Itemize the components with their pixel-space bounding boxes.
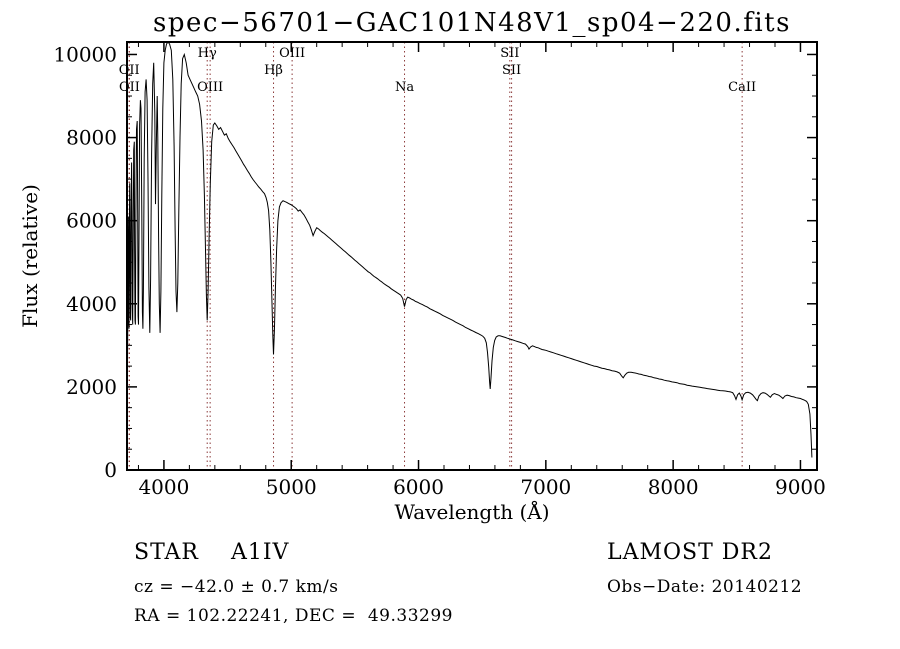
y-tick-label: 6000 <box>66 209 117 233</box>
x-tick-label: 6000 <box>393 475 444 499</box>
y-axis-label: Flux (relative) <box>18 184 42 328</box>
y-tick-label: 4000 <box>66 292 117 316</box>
survey-name-text: LAMOST DR2 <box>607 540 773 565</box>
plot-frame <box>126 41 818 471</box>
x-tick-label: 5000 <box>266 475 317 499</box>
y-tick-label: 0 <box>104 458 117 482</box>
y-tick-label: 10000 <box>53 42 117 66</box>
x-tick-label: 7000 <box>520 475 571 499</box>
x-tick-label: 8000 <box>648 475 699 499</box>
spectral-line-label: SII <box>500 46 519 61</box>
y-tick-label: 2000 <box>66 375 117 399</box>
spectral-line-label: CaII <box>728 80 756 95</box>
obs-date-text: Obs−Date: 20140212 <box>607 577 803 597</box>
spectral-line-label: Hβ <box>264 63 283 78</box>
spectral-line-label: OIII <box>279 46 305 61</box>
spectral-line-label: Hγ <box>198 46 217 61</box>
spectrum-trace <box>127 42 813 458</box>
x-tick-label: 9000 <box>775 475 826 499</box>
spectral-line-label: Na <box>395 80 414 95</box>
spectral-line-label: OII <box>119 80 140 95</box>
spectral-line-label: OIII <box>197 80 223 95</box>
plot-title: spec−56701−GAC101N48V1_sp04−220.fits <box>153 8 791 38</box>
radial-velocity-text: cz = −42.0 ± 0.7 km/s <box>134 577 339 597</box>
spectral-line-label: OII <box>119 63 140 78</box>
x-tick-label: 4000 <box>138 475 189 499</box>
star-type-text: STAR A1IV <box>134 540 290 565</box>
spectral-line-label: SII <box>502 63 521 78</box>
ra-dec-text: RA = 102.22241, DEC = 49.33299 <box>134 606 453 626</box>
x-axis-label: Wavelength (Å) <box>394 500 550 524</box>
y-tick-label: 8000 <box>66 126 117 150</box>
